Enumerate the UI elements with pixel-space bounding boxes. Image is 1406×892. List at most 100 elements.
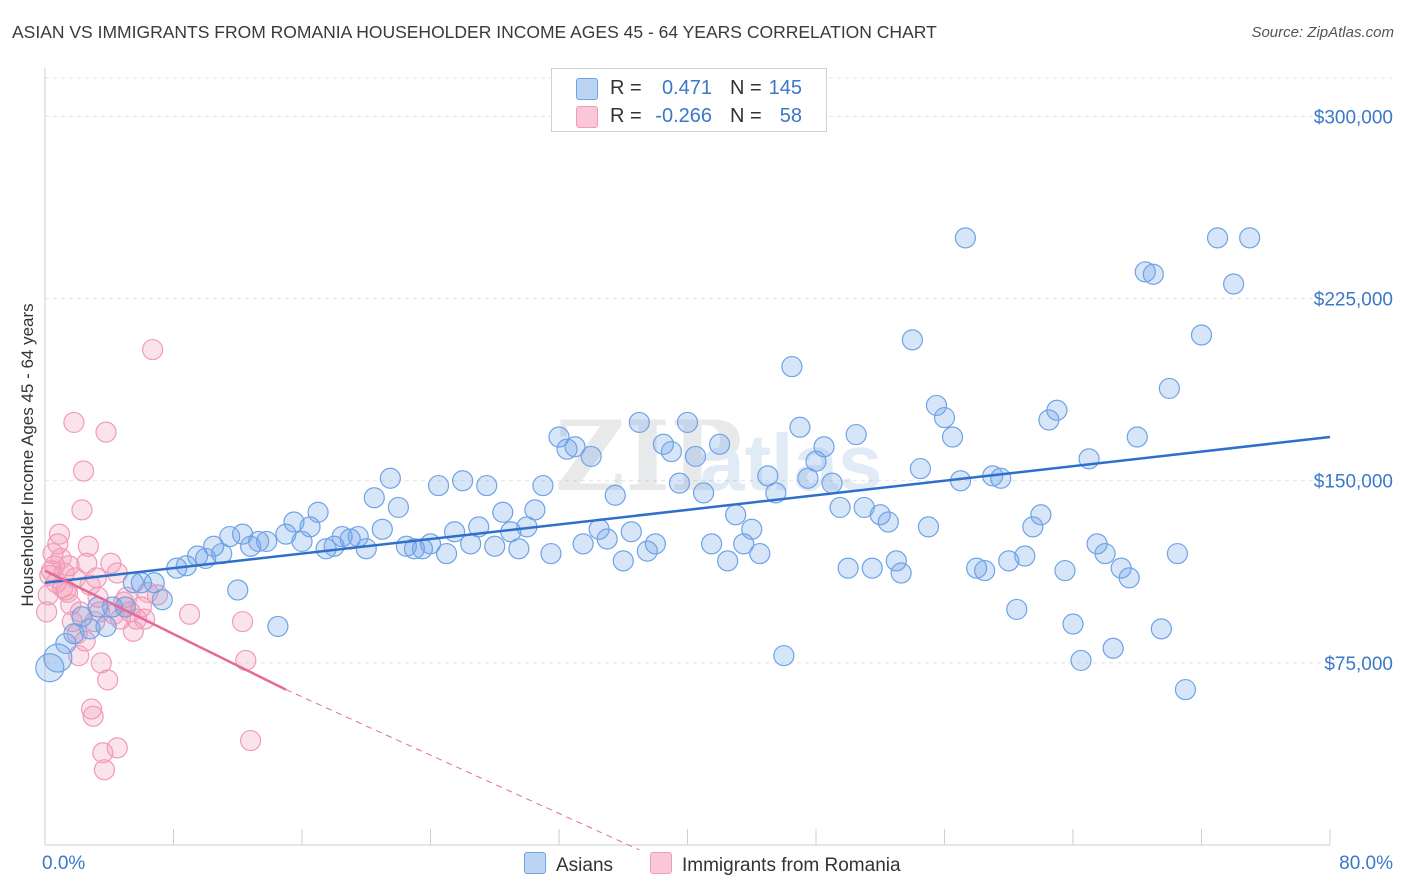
grid-lines (45, 77, 1392, 664)
source-label: Source: ZipAtlas.com (1251, 24, 1394, 41)
data-point (917, 516, 940, 538)
data-point (998, 550, 1020, 572)
data-point (966, 557, 988, 579)
axes (44, 68, 1331, 846)
data-point (1150, 618, 1172, 640)
data-point (725, 504, 747, 526)
data-point (652, 433, 675, 455)
data-point (331, 525, 353, 548)
bottom-legend-asians: Asians (524, 852, 613, 877)
data-point (63, 623, 85, 645)
data-point (540, 542, 562, 565)
data-point (435, 542, 458, 565)
data-point (1046, 399, 1068, 421)
data-point (48, 523, 71, 545)
data-point (933, 406, 956, 429)
data-point (668, 472, 691, 494)
data-point (82, 705, 104, 727)
data-point (1142, 263, 1164, 285)
data-point (837, 557, 859, 579)
data-point (749, 542, 771, 565)
data-point (219, 525, 241, 548)
bottom-legend-romania: Immigrants from Romania (650, 852, 901, 877)
legend-n-label: N = (730, 77, 762, 99)
data-point (757, 465, 779, 487)
data-point (556, 438, 578, 460)
data-point (476, 474, 498, 497)
data-point (72, 460, 95, 482)
data-point (371, 518, 393, 540)
data-point (307, 501, 329, 523)
data-point (709, 433, 731, 455)
data-point (990, 467, 1012, 489)
data-point (636, 540, 658, 562)
data-point (1239, 227, 1261, 249)
data-point (203, 535, 225, 557)
legend-row-romania: R = -0.266 N = 58 (552, 102, 826, 130)
data-point (43, 643, 73, 673)
data-point (427, 474, 450, 497)
bottom-legend-label-asians: Asians (556, 855, 614, 876)
y-axis-label: Householder Income Ages 45 - 64 years (18, 303, 37, 606)
data-point (612, 550, 634, 572)
data-point (93, 759, 116, 781)
bottom-legend-swatch-asians (524, 852, 546, 874)
legend-n-value: 58 (779, 105, 802, 127)
data-point (1166, 542, 1189, 565)
data-point (79, 618, 101, 640)
data-point (379, 467, 401, 489)
series-asians (35, 227, 1261, 701)
x-tick-label: 0.0% (42, 853, 85, 874)
legend-r-value: -0.266 (655, 105, 712, 127)
data-point (231, 610, 254, 633)
data-point (387, 496, 409, 519)
tick-labels: $75,000 $150,000 $225,000 $300,000 0.0% 80.0% (42, 107, 1393, 874)
y-tick-label: $300,000 (1314, 107, 1393, 128)
data-point (564, 436, 586, 458)
data-point (925, 394, 948, 417)
data-point (1134, 261, 1156, 283)
data-point (644, 533, 666, 555)
data-point (58, 555, 80, 577)
data-point (1022, 516, 1044, 538)
data-point (596, 528, 618, 550)
data-point (63, 411, 85, 434)
data-point (355, 538, 377, 560)
data-point (580, 445, 602, 468)
data-point (71, 606, 93, 628)
data-point (363, 487, 385, 509)
legend-r-label: R = (610, 105, 642, 127)
data-point (1030, 504, 1052, 526)
data-point (1118, 567, 1140, 589)
legend-r-label: R = (610, 77, 642, 99)
chart-title: ASIAN VS IMMIGRANTS FROM ROMANIA HOUSEHO… (12, 22, 937, 42)
data-point (890, 562, 912, 584)
legend-swatch-romania (576, 106, 598, 128)
data-point (797, 467, 819, 489)
data-point (877, 511, 899, 533)
bottom-legend-swatch-romania (650, 852, 672, 874)
data-point (1070, 649, 1092, 672)
data-point (548, 426, 570, 448)
y-tick-label: $150,000 (1314, 472, 1393, 493)
data-point (692, 482, 715, 504)
data-point (821, 472, 843, 494)
data-point (508, 538, 530, 560)
data-point (151, 589, 173, 611)
data-point (1006, 598, 1028, 621)
data-point (974, 559, 996, 582)
watermark: ZIP atlas (555, 400, 882, 513)
bottom-legend-label-romania: Immigrants from Romania (682, 855, 901, 876)
data-point (1158, 377, 1180, 400)
trend-lines (44, 435, 1331, 851)
data-point (524, 499, 546, 521)
data-point (403, 538, 426, 560)
data-point (885, 550, 907, 572)
y-tick-label: $75,000 (1324, 654, 1393, 675)
data-point (143, 572, 165, 594)
data-point (773, 644, 795, 667)
data-point (452, 470, 474, 492)
data-point (240, 729, 262, 752)
data-point (604, 484, 626, 506)
legend-n-value: 145 (768, 77, 802, 99)
